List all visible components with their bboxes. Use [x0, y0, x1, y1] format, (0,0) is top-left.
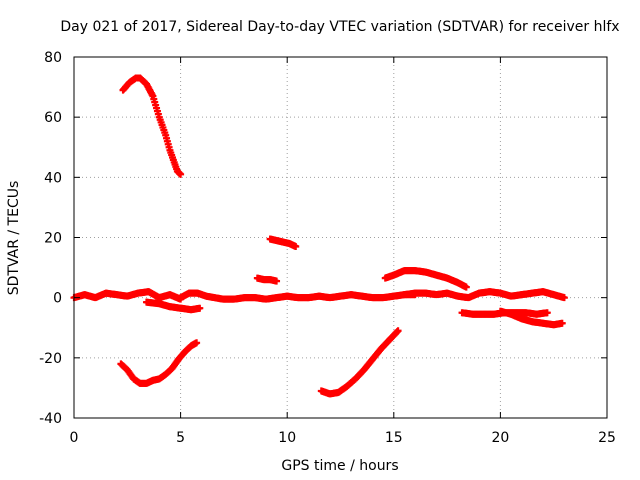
data-point — [558, 319, 566, 327]
series-baseline-3 — [177, 289, 313, 303]
series-arc-high-1 — [119, 74, 185, 178]
series-arc-mid-3 — [381, 267, 470, 291]
y-axis-label: SDTVAR / TECUs — [6, 181, 22, 296]
data-point — [394, 327, 402, 335]
x-tick-label: 0 — [70, 430, 79, 446]
x-axis-label: GPS time / hours — [281, 458, 398, 474]
series-arc-mid-2 — [266, 235, 300, 251]
y-tick-label: -20 — [39, 351, 62, 367]
x-tick-label: 20 — [491, 430, 509, 446]
grid-lines — [74, 57, 607, 418]
data-series — [70, 74, 568, 398]
y-tick-label: 80 — [44, 50, 62, 66]
tick-marks — [73, 56, 608, 419]
x-tick-label: 25 — [598, 430, 616, 446]
data-point — [462, 283, 470, 291]
series-arc-low-1 — [117, 339, 201, 387]
series-arc-mid-1 — [253, 274, 281, 285]
data-point — [543, 309, 551, 317]
y-tick-label: -40 — [39, 411, 62, 427]
series-baseline-5 — [400, 288, 526, 302]
tick-labels: 0 5 10 15 20 25 -40 -20 0 20 40 60 80 — [39, 50, 616, 446]
plot-frame — [73, 56, 608, 419]
series-arc-neg-2 — [496, 307, 566, 329]
y-tick-label: 60 — [44, 110, 62, 126]
data-point — [292, 243, 300, 251]
x-tick-label: 5 — [176, 430, 185, 446]
data-point — [273, 277, 281, 285]
y-tick-label: 40 — [44, 170, 62, 186]
data-point — [196, 304, 204, 312]
series-arc-low-2 — [317, 327, 402, 398]
y-tick-label: 0 — [53, 291, 62, 307]
data-point — [560, 294, 568, 302]
x-tick-label: 15 — [385, 430, 403, 446]
series-baseline-6 — [518, 288, 568, 302]
chart-title: Day 021 of 2017, Sidereal Day-to-day VTE… — [60, 19, 619, 35]
x-tick-label: 10 — [278, 430, 296, 446]
data-point — [193, 339, 201, 347]
y-tick-label: 20 — [44, 231, 62, 247]
series-baseline-4 — [305, 291, 419, 302]
data-point — [177, 170, 185, 178]
series-baseline-2 — [142, 298, 204, 314]
series-baseline-1 — [70, 288, 185, 303]
